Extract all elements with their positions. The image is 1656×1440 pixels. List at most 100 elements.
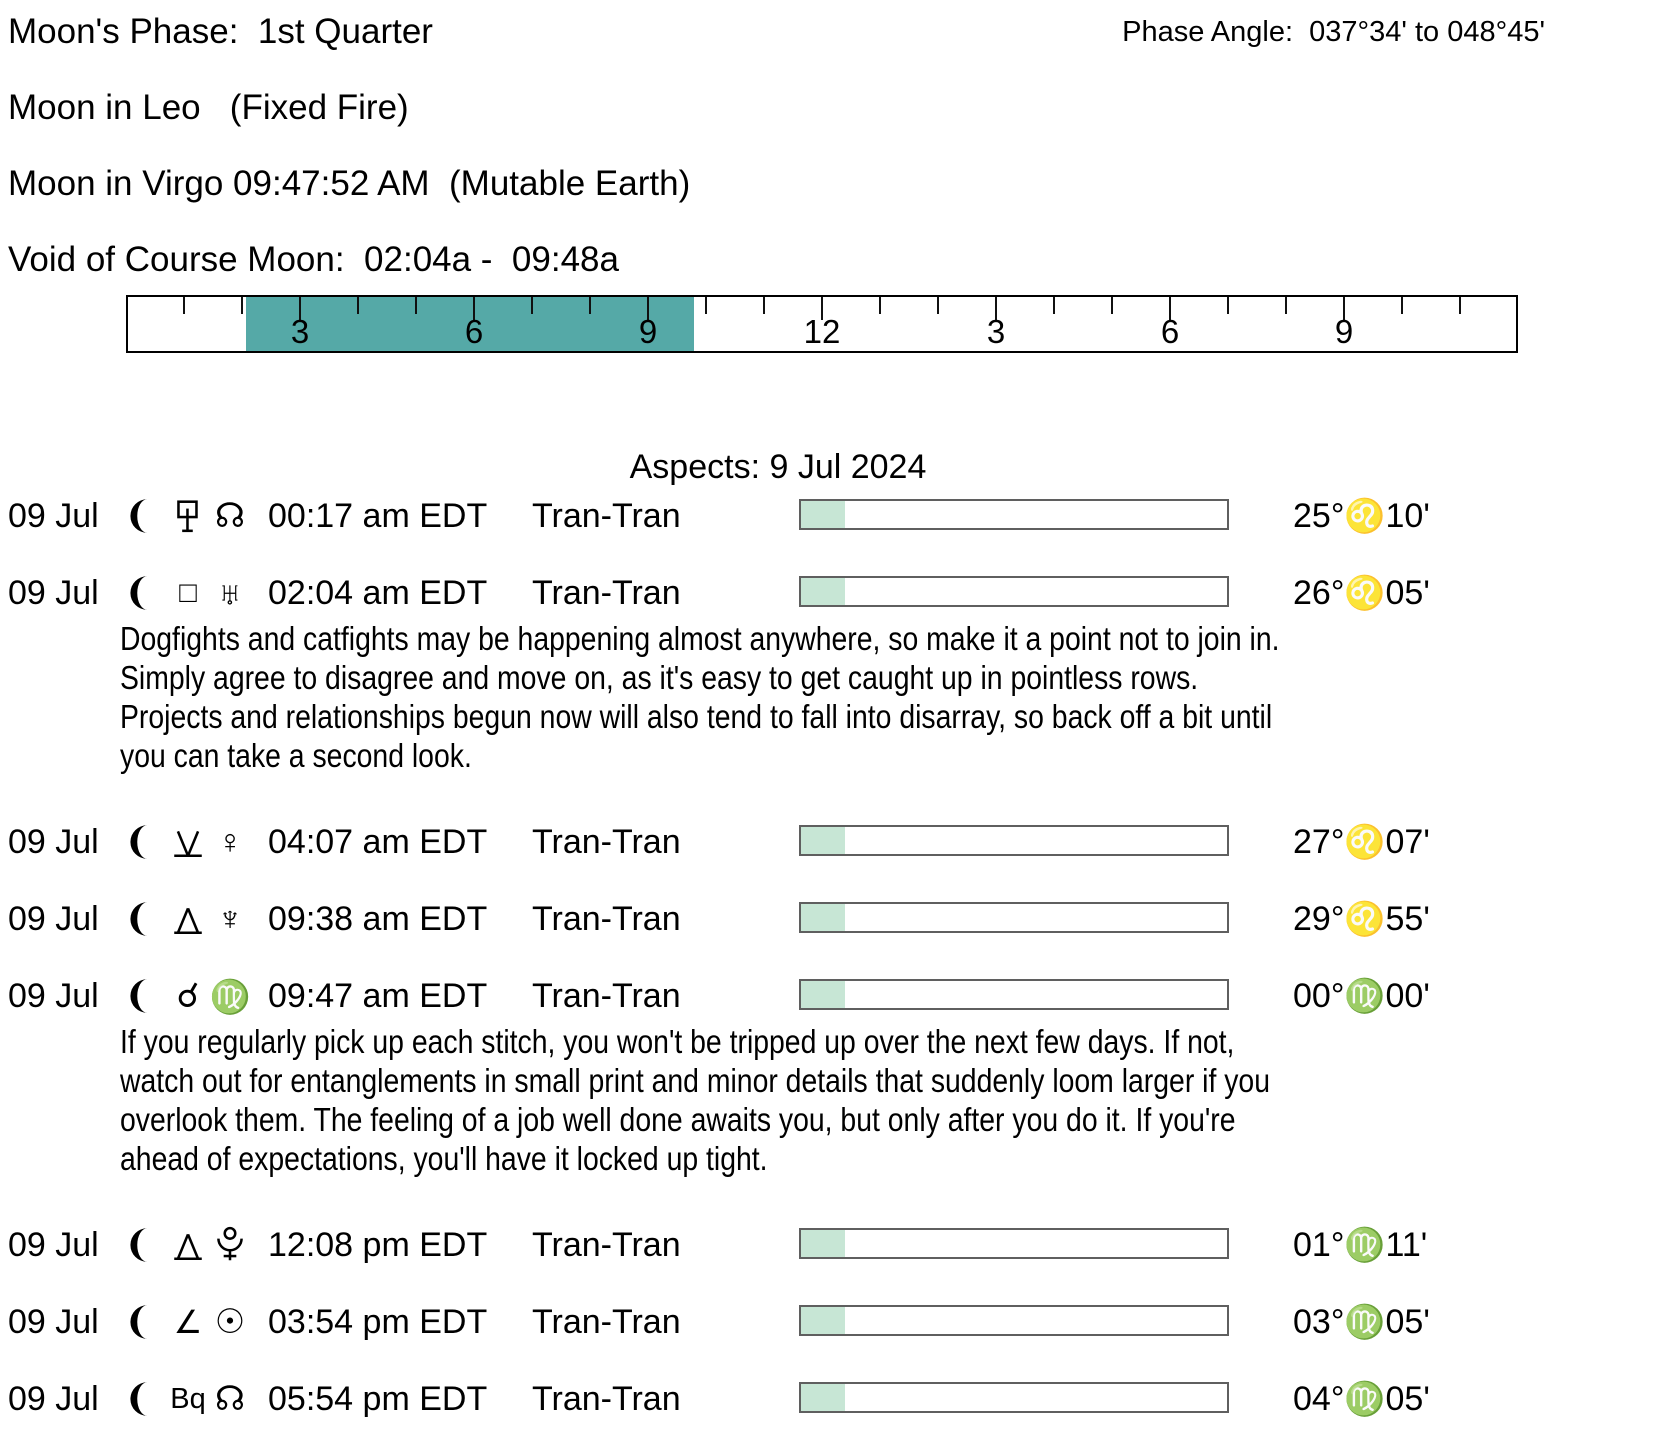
- position-degrees: 26°: [1293, 574, 1345, 612]
- square-icon: □: [179, 576, 197, 609]
- semisextile-icon: [166, 819, 210, 865]
- hour-label: 3: [986, 313, 1006, 350]
- quincunx-icon: [166, 1222, 210, 1268]
- sun-icon: ☉: [214, 1303, 246, 1341]
- aspect-row[interactable]: 09 Jul □ ♅ 02:04 am EDT Tran-Tran 26°♌05': [0, 573, 1656, 613]
- aspect-time: 09:38 am EDT: [268, 900, 488, 938]
- aspect-time: 09:47 am EDT: [268, 977, 488, 1015]
- aspect-row[interactable]: 09 Jul 12:08 pm EDT Tran-Tran 01°♍11': [0, 1225, 1656, 1265]
- void-of-course-timeline: 3 6 9 12 3 6 9: [126, 295, 1518, 353]
- orb-bar: [799, 499, 1229, 530]
- aspect-description: Dogfights and catfights may be happening…: [120, 620, 1280, 774]
- void-of-course-line: Void of Course Moon: 02:04a - 09:48a: [8, 240, 619, 279]
- moon-icon: [120, 1222, 164, 1268]
- quincunx-icon: [166, 896, 210, 942]
- moon-icon: [120, 973, 164, 1019]
- orb-bar-fill: [801, 501, 845, 528]
- aspect-position: 27°♌07': [1293, 822, 1430, 862]
- orb-bar: [799, 979, 1229, 1010]
- position-minutes: 07': [1385, 823, 1430, 861]
- aspect-position: 04°♍05': [1293, 1379, 1430, 1419]
- hour-tick: [1053, 297, 1055, 314]
- position-degrees: 00°: [1293, 977, 1345, 1015]
- hour-label: 6: [464, 313, 484, 350]
- hour-tick: [357, 297, 359, 314]
- aspect-date: 09 Jul: [8, 1226, 99, 1264]
- hour-tick: [647, 297, 649, 320]
- orb-bar-fill: [801, 1384, 845, 1411]
- aspect-position: 25°♌10': [1293, 496, 1430, 536]
- hour-label: 9: [1334, 313, 1354, 350]
- sesquiquadrate-icon: [166, 493, 210, 539]
- aspect-position: 01°♍11': [1293, 1225, 1427, 1265]
- neptune-icon: ♆: [217, 900, 243, 938]
- position-degrees: 27°: [1293, 823, 1345, 861]
- aspect-row[interactable]: 09 Jul ☊ 00:17 am EDT Tran-Tran 25°♌10': [0, 496, 1656, 536]
- hour-tick: [183, 297, 185, 314]
- hour-tick: [531, 297, 533, 314]
- aspect-row[interactable]: 09 Jul ♆ 09:38 am EDT Tran-Tran 29°♌55': [0, 899, 1656, 939]
- biquintile-icon: Bq: [170, 1382, 206, 1415]
- position-degrees: 04°: [1293, 1380, 1345, 1418]
- orb-bar: [799, 1228, 1229, 1259]
- orb-bar-fill: [801, 1307, 845, 1334]
- hour-tick: [1401, 297, 1403, 314]
- aspect-date: 09 Jul: [8, 574, 99, 612]
- aspect-time: 12:08 pm EDT: [268, 1226, 488, 1264]
- orb-bar-fill: [801, 981, 845, 1008]
- moon-icon: [120, 819, 164, 865]
- aspect-row[interactable]: 09 Jul ♀ 04:07 am EDT Tran-Tran 27°♌07': [0, 822, 1656, 862]
- hour-tick: [937, 297, 939, 314]
- orb-bar-fill: [801, 578, 845, 605]
- aspect-date: 09 Jul: [8, 1303, 99, 1341]
- north-node-icon: ☊: [214, 497, 246, 535]
- aspect-row[interactable]: 09 Jul ☌ ♍ 09:47 am EDT Tran-Tran 00°♍00': [0, 976, 1656, 1016]
- moon-phase-line: Moon's Phase: 1st Quarter: [8, 12, 433, 51]
- aspect-time: 00:17 am EDT: [268, 497, 488, 535]
- position-minutes: 05': [1385, 574, 1430, 612]
- orb-bar: [799, 1305, 1229, 1336]
- conjunction-icon: ☌: [176, 977, 200, 1015]
- aspect-time: 03:54 pm EDT: [268, 1303, 488, 1341]
- aspect-date: 09 Jul: [8, 1380, 99, 1418]
- pluto-icon: [208, 1222, 252, 1268]
- moon-icon: [120, 1299, 164, 1345]
- aspect-mode: Tran-Tran: [532, 497, 681, 535]
- leo-icon: ♌: [1344, 823, 1386, 860]
- position-minutes: 05': [1385, 1380, 1430, 1418]
- hour-tick: [589, 297, 591, 314]
- orb-bar-fill: [801, 1230, 845, 1257]
- hour-label: 3: [290, 313, 310, 350]
- orb-bar: [799, 576, 1229, 607]
- aspect-position: 29°♌55': [1293, 899, 1430, 939]
- orb-bar-fill: [801, 904, 845, 931]
- hour-tick: [473, 297, 475, 320]
- aspect-date: 09 Jul: [8, 823, 99, 861]
- aspect-mode: Tran-Tran: [532, 1303, 681, 1341]
- aspect-time: 05:54 pm EDT: [268, 1380, 488, 1418]
- position-minutes: 10': [1385, 497, 1430, 535]
- hour-tick: [1169, 297, 1171, 320]
- moon-icon: [120, 493, 164, 539]
- aspect-time: 02:04 am EDT: [268, 574, 488, 612]
- hour-label: 12: [803, 313, 841, 350]
- position-degrees: 25°: [1293, 497, 1345, 535]
- hour-label: 6: [1160, 313, 1180, 350]
- aspect-mode: Tran-Tran: [532, 900, 681, 938]
- hour-tick: [415, 297, 417, 314]
- virgo-icon: ♍: [1344, 1380, 1386, 1417]
- position-degrees: 29°: [1293, 900, 1345, 938]
- void-of-course-region: [245, 297, 695, 351]
- hour-tick: [1459, 297, 1461, 314]
- virgo-icon: ♍: [1344, 977, 1386, 1014]
- aspects-title: Aspects: 9 Jul 2024: [629, 448, 927, 486]
- aspect-row[interactable]: 09 Jul Bq ☊ 05:54 pm EDT Tran-Tran 04°♍05': [0, 1379, 1656, 1419]
- hour-tick: [763, 297, 765, 314]
- moon-icon: [120, 896, 164, 942]
- aspect-row[interactable]: 09 Jul ∠ ☉ 03:54 pm EDT Tran-Tran 03°♍05': [0, 1302, 1656, 1342]
- hour-tick: [299, 297, 301, 320]
- hour-tick: [879, 297, 881, 314]
- aspect-mode: Tran-Tran: [532, 823, 681, 861]
- aspect-date: 09 Jul: [8, 900, 99, 938]
